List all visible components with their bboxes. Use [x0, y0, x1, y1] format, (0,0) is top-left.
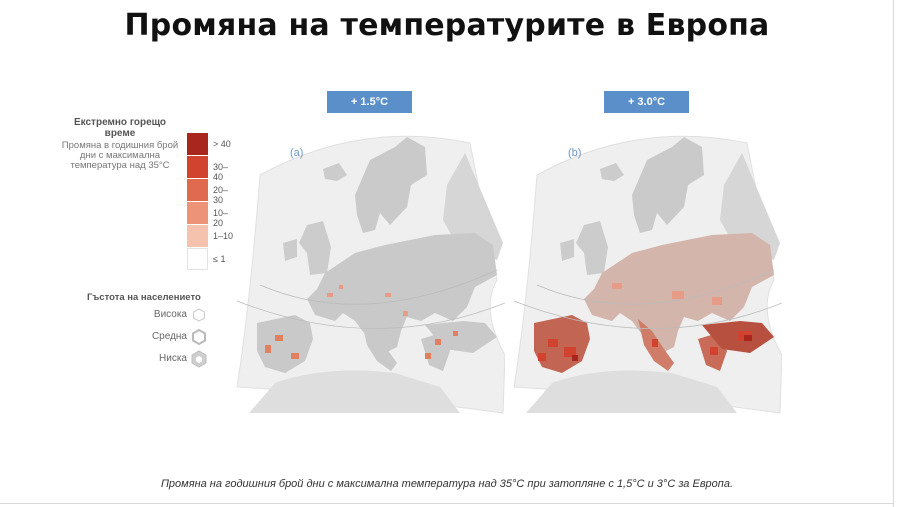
legend-swatch-20-30 — [187, 179, 208, 201]
hexagon-small-icon — [193, 308, 205, 322]
legend-swatch-1-10 — [187, 225, 208, 247]
hexagon-large-icon — [191, 350, 207, 368]
population-label-medium: Средна — [151, 331, 187, 342]
legend-label-10-20: 10–20 — [213, 208, 229, 228]
figure-caption: Промяна на годишния брой дни с максималн… — [160, 478, 734, 490]
scenario-badge-1-5: + 1.5°C — [327, 91, 412, 113]
legend-label-gt40: > 40 — [213, 139, 231, 149]
legend-label-30-40: 30–40 — [213, 162, 229, 182]
legend-heading: Екстремно горещо време — [73, 117, 167, 139]
population-heading: Гъстота на населението — [87, 292, 201, 303]
legend-label-le1: ≤ 1 — [213, 254, 226, 264]
page-title: Промяна на температурите в Европа — [124, 8, 770, 43]
panel-label-b: (b) — [568, 147, 582, 159]
legend-swatch-le1 — [187, 248, 208, 270]
legend-swatch-30-40 — [187, 156, 208, 178]
page-border-right — [893, 0, 894, 507]
legend-subheading: Промяна в годишния брой дни с максимална… — [61, 140, 179, 171]
legend-label-20-30: 20–30 — [213, 185, 229, 205]
page-border-bottom — [0, 503, 894, 504]
population-label-high: Висока — [153, 309, 187, 320]
population-label-low: Ниска — [159, 353, 187, 364]
legend-swatch-gt40 — [187, 133, 208, 155]
hexagon-medium-icon — [192, 329, 206, 345]
legend-swatch-10-20 — [187, 202, 208, 224]
panel-label-a: (a) — [290, 147, 304, 159]
scenario-badge-3-0: + 3.0°C — [604, 91, 689, 113]
europe-map-3-0 — [513, 135, 782, 414]
europe-map-1-5 — [236, 135, 505, 414]
legend-label-1-10: 1–10 — [213, 231, 234, 241]
